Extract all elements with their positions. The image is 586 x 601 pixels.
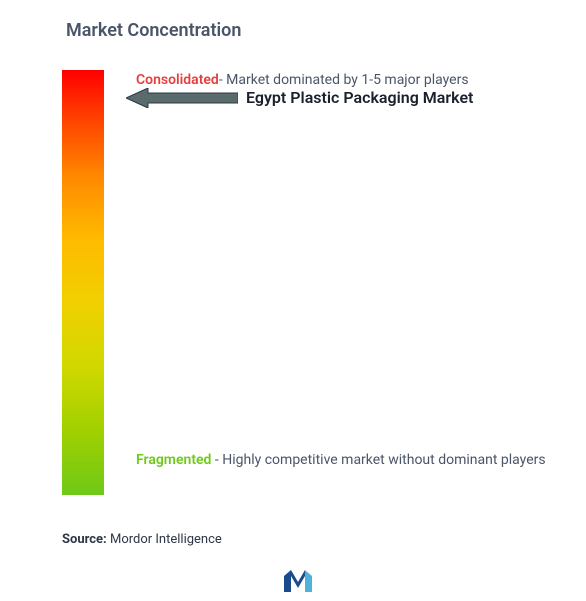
source-value: Mordor Intelligence [110, 532, 222, 547]
logo-mid-v [291, 570, 305, 588]
market-name: Egypt Plastic Packaging Market [246, 88, 473, 107]
consolidated-desc: - Market dominated by 1-5 major players [219, 72, 469, 88]
gradient-bar [62, 70, 104, 495]
source-label: Source: [62, 532, 107, 547]
arrow-shape [126, 88, 238, 108]
logo-left-bar [284, 570, 291, 592]
fragmented-label: Fragmented - Highly competitive market w… [136, 448, 566, 473]
logo-right-bar [305, 570, 312, 592]
mordor-logo-icon [282, 568, 316, 594]
fragmented-keyword: Fragmented [136, 452, 211, 468]
source-line: Source: Mordor Intelligence [62, 532, 222, 547]
fragmented-desc: - Highly competitive market without domi… [215, 452, 546, 468]
page-title: Market Concentration [66, 20, 241, 41]
arrow-icon [126, 88, 238, 108]
consolidated-keyword: Consolidated [136, 72, 219, 88]
